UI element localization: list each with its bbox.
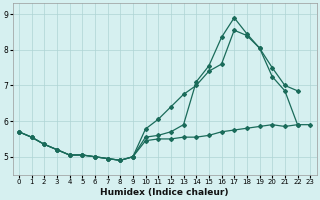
X-axis label: Humidex (Indice chaleur): Humidex (Indice chaleur) [100,188,229,197]
